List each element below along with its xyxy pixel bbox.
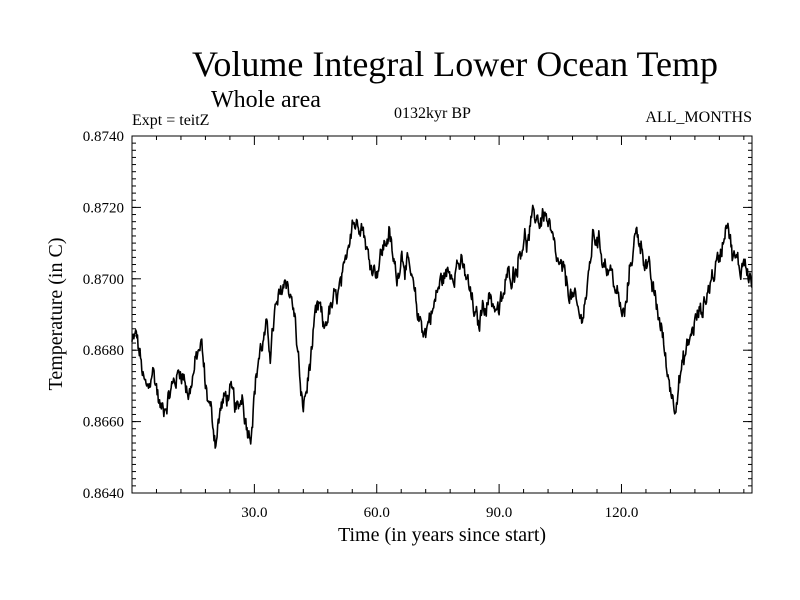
period-label: 0132kyr BP [394,105,471,122]
plot-frame [131,135,753,494]
x-tick-label: 120.0 [605,505,639,521]
y-tick-label: 0.8640 [83,486,124,502]
chart-title: Volume Integral Lower Ocean Temp [192,44,718,84]
y-axis-label: Temperature (in C) [45,238,67,391]
y-tick-label: 0.8720 [83,200,124,216]
series-line [131,204,753,449]
months-label: ALL_MONTHS [645,109,752,126]
y-tick-label: 0.8740 [83,129,124,145]
x-axis-label: Time (in years since start) [338,524,546,546]
x-tick-label: 60.0 [364,505,390,521]
experiment-label: Expt = teitZ [132,112,210,129]
y-tick-label: 0.8680 [83,343,124,359]
x-tick-label: 90.0 [486,505,512,521]
y-tick-label: 0.8660 [83,415,124,431]
x-tick-label: 30.0 [241,505,267,521]
chart-subtitle: Whole area [211,87,321,113]
y-tick-label: 0.8700 [83,272,124,288]
